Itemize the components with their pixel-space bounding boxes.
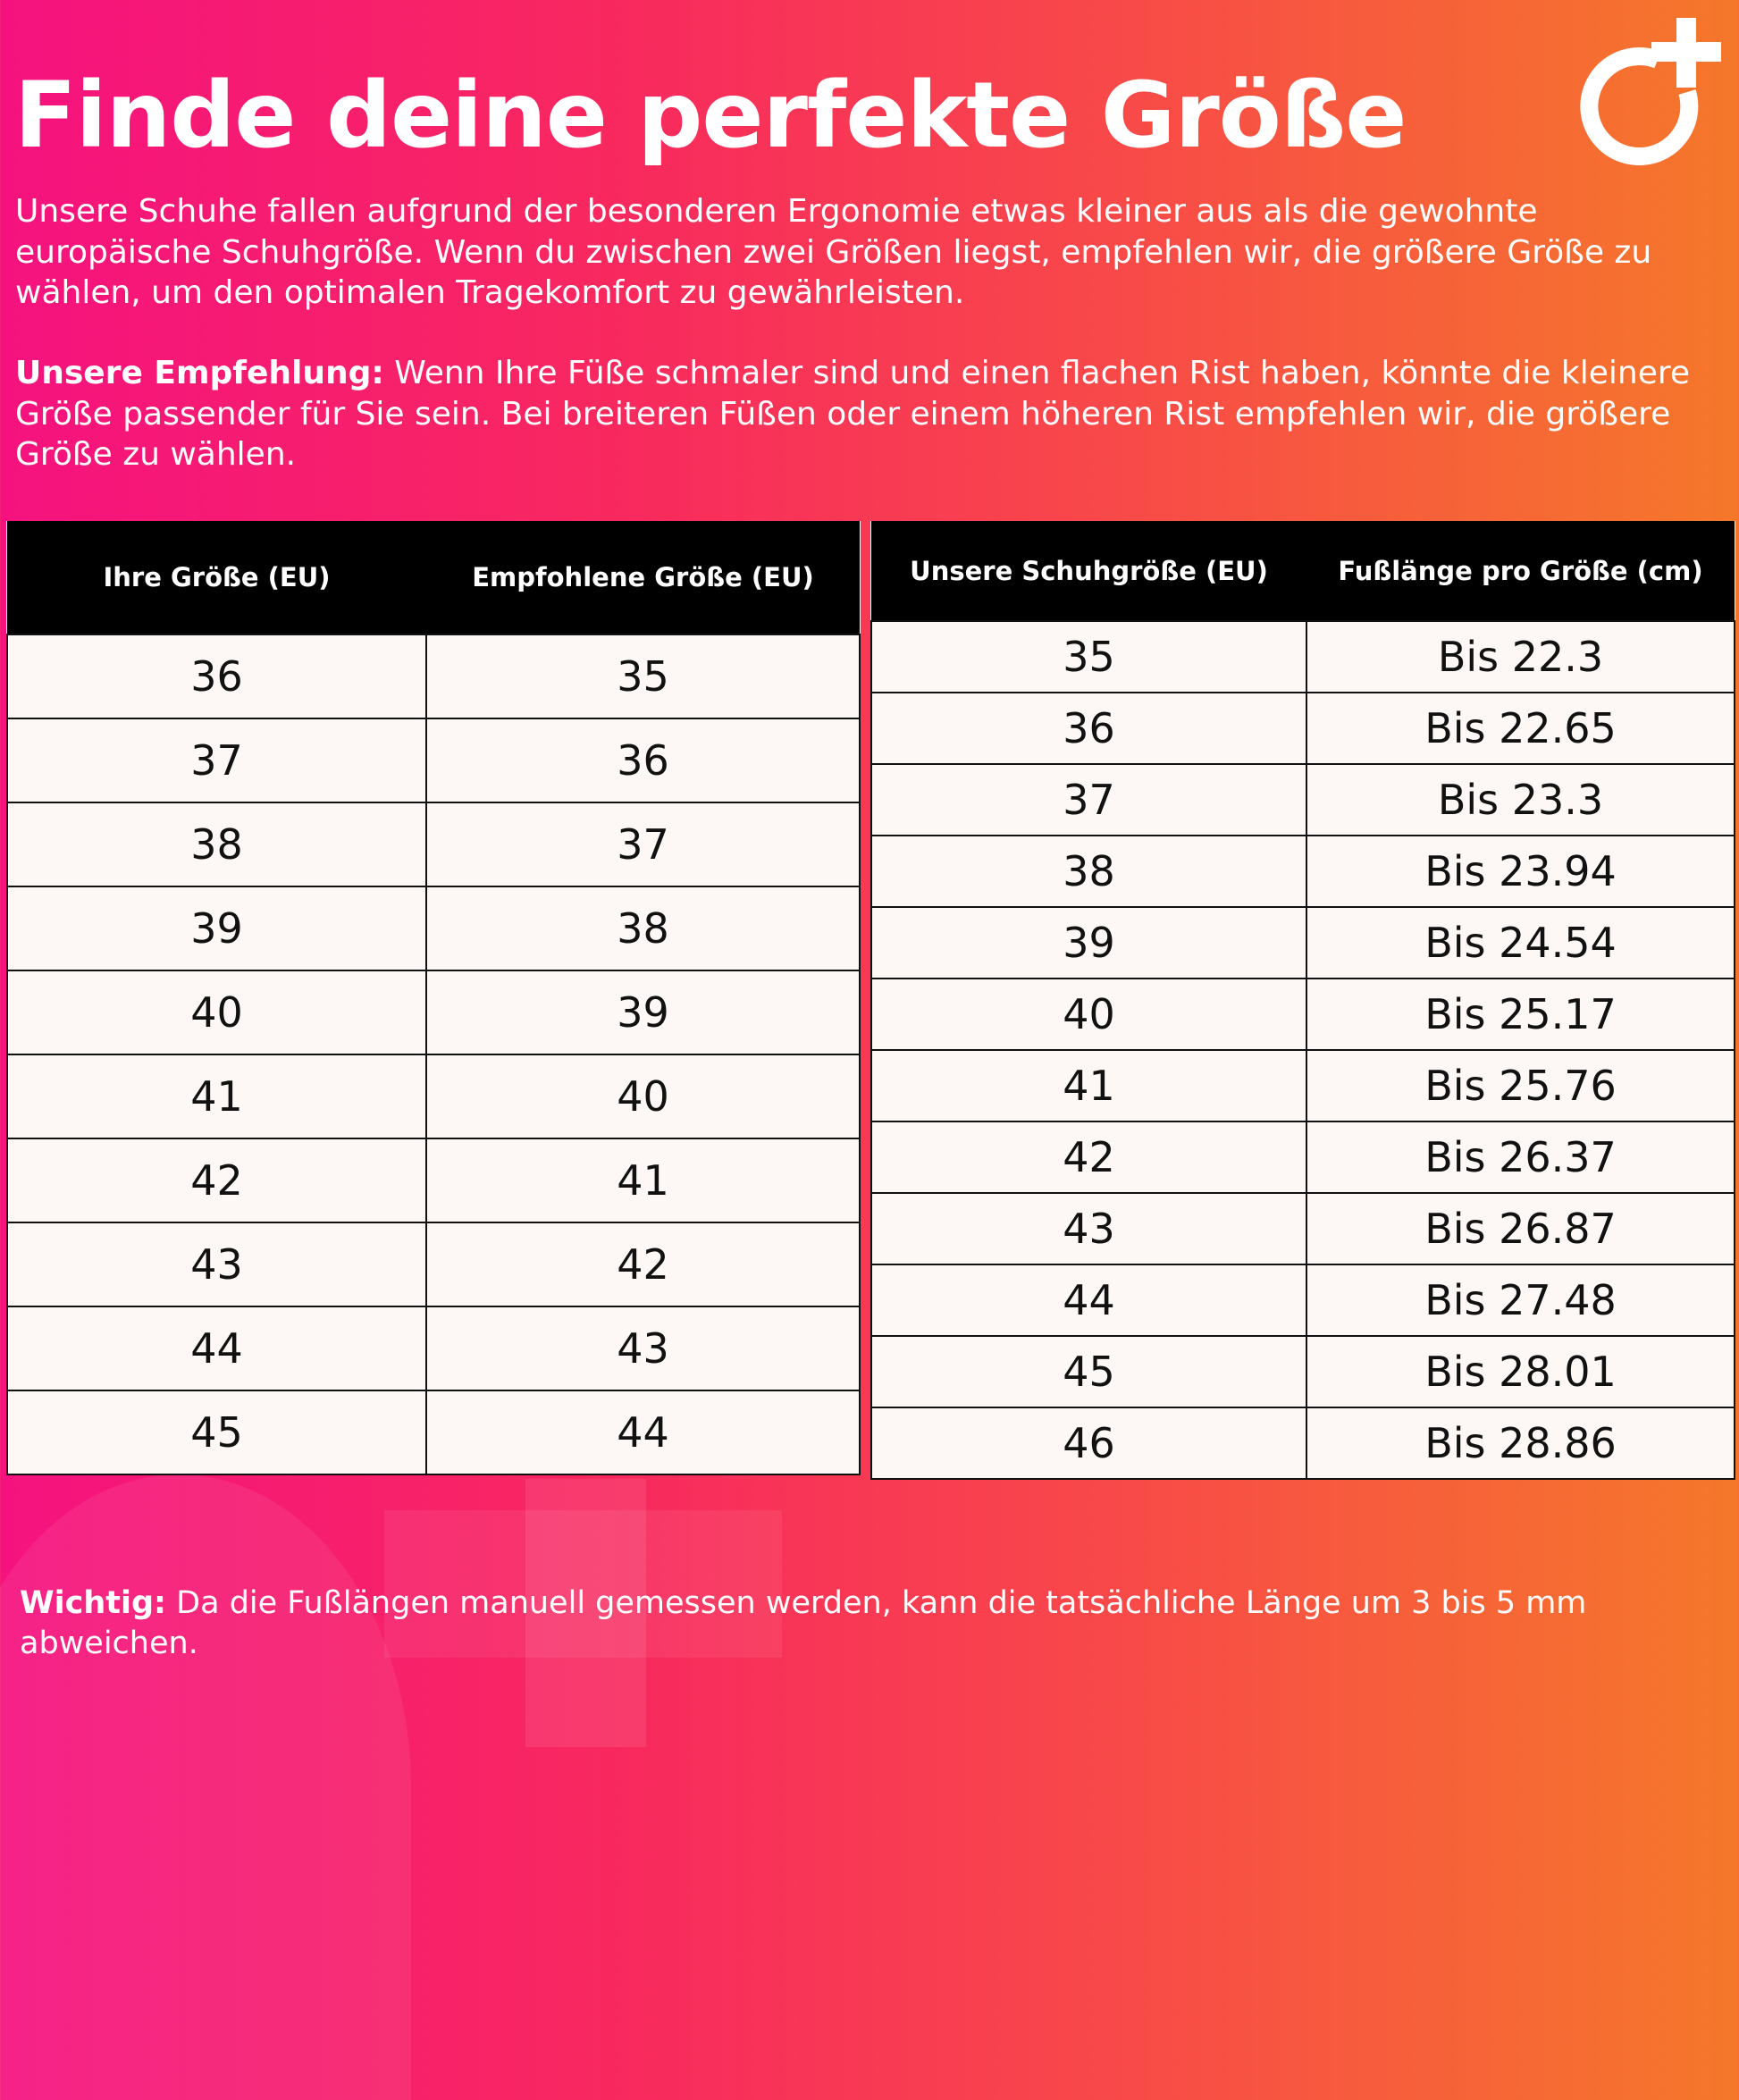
table-row: 40 39: [6, 970, 861, 1055]
table-cell: Bis 26.37: [1306, 1121, 1735, 1194]
table-row: 39 Bis 24.54: [870, 906, 1735, 979]
table-cell: 44: [870, 1264, 1307, 1337]
watermark-plus-bar: [525, 1479, 646, 1747]
header-foot-length: Fußlänge pro Größe (cm): [1306, 521, 1735, 621]
table-cell: 41: [870, 1049, 1307, 1122]
table-cell: Bis 22.65: [1306, 692, 1735, 765]
header-our-size: Unsere Schuhgröße (EU): [871, 521, 1306, 621]
intro-text: Unsere Schuhe fallen aufgrund der besond…: [15, 193, 1652, 311]
table-cell: 38: [425, 886, 861, 971]
table-cell: 37: [870, 763, 1307, 836]
note-label: Wichtig:: [20, 1585, 167, 1621]
table-cell: Bis 25.17: [1306, 978, 1735, 1051]
table-cell: 36: [425, 718, 861, 803]
table-row: 40 Bis 25.17: [870, 978, 1735, 1051]
table-cell: 40: [425, 1054, 861, 1139]
table-cell: 42: [425, 1222, 861, 1307]
table-cell: 43: [6, 1222, 427, 1307]
table-row: 41 40: [6, 1054, 861, 1139]
table-cell: 43: [425, 1306, 861, 1391]
table-row: 42 41: [6, 1138, 861, 1223]
table-row: 38 37: [6, 802, 861, 887]
table-row: 42 Bis 26.37: [870, 1121, 1735, 1194]
table-cell: 43: [870, 1192, 1307, 1265]
header-recommended-size: Empfohlene Größe (EU): [426, 521, 860, 634]
table-cell: 45: [6, 1390, 427, 1475]
table-cell: Bis 22.3: [1306, 620, 1735, 693]
table-cell: 42: [6, 1138, 427, 1223]
watermark-arc: [0, 1474, 411, 2100]
table-cell: 44: [6, 1306, 427, 1391]
table-row: 45 44: [6, 1390, 861, 1475]
table-cell: 37: [425, 802, 861, 887]
size-conversion-table: Ihre Größe (EU) Empfohlene Größe (EU) 36…: [6, 521, 861, 1475]
table-cell: 44: [425, 1390, 861, 1475]
table-row: 38 Bis 23.94: [870, 835, 1735, 908]
table-cell: Bis 27.48: [1306, 1264, 1735, 1337]
table-cell: 41: [425, 1138, 861, 1223]
table-row: 37 Bis 23.3: [870, 763, 1735, 836]
table-cell: 40: [6, 970, 427, 1055]
table-row: 35 Bis 22.3: [870, 620, 1735, 693]
table-cell: Bis 26.87: [1306, 1192, 1735, 1265]
table-cell: 39: [425, 970, 861, 1055]
table-cell: 39: [870, 906, 1307, 979]
table-cell: Bis 28.86: [1306, 1407, 1735, 1480]
table-cell: 38: [870, 835, 1307, 908]
table-cell: 35: [870, 620, 1307, 693]
table-cell: Bis 25.76: [1306, 1049, 1735, 1122]
table-cell: Bis 23.94: [1306, 835, 1735, 908]
table-cell: 36: [6, 634, 427, 719]
table-cell: 37: [6, 718, 427, 803]
table-row: 46 Bis 28.86: [870, 1407, 1735, 1480]
header-your-size: Ihre Größe (EU): [7, 521, 426, 634]
recommendation-label: Unsere Empfehlung:: [15, 355, 384, 391]
brand-logo-icon: [1580, 18, 1721, 165]
table-cell: 46: [870, 1407, 1307, 1480]
note-body: Da die Fußlängen manuell gemessen werden…: [20, 1585, 1587, 1661]
table-cell: 39: [6, 886, 427, 971]
table-row: 43 42: [6, 1222, 861, 1307]
table-row: 44 43: [6, 1306, 861, 1391]
table-cell: 35: [425, 634, 861, 719]
table-row: 39 38: [6, 886, 861, 971]
table-cell: 36: [870, 692, 1307, 765]
recommendation-body: Wenn Ihre Füße schmaler sind und einen f…: [15, 355, 1690, 473]
table-row: 36 35: [6, 634, 861, 719]
watermark-plus: [384, 1510, 782, 1658]
table-cell: Bis 28.01: [1306, 1335, 1735, 1408]
table-cell: Bis 23.3: [1306, 763, 1735, 836]
table-row: 37 36: [6, 718, 861, 803]
important-note: Wichtig: Da die Fußlängen manuell gemess…: [20, 1583, 1726, 1664]
table-cell: Bis 24.54: [1306, 906, 1735, 979]
table-cell: 40: [870, 978, 1307, 1051]
table-row: 44 Bis 27.48: [870, 1264, 1735, 1337]
table-row: 43 Bis 26.87: [870, 1192, 1735, 1265]
table-row: 45 Bis 28.01: [870, 1335, 1735, 1408]
recommendation-text: Unsere Empfehlung: Wenn Ihre Füße schmal…: [15, 353, 1731, 475]
table-cell: 38: [6, 802, 427, 887]
page-title: Finde deine perfekte Größe: [14, 63, 1407, 169]
table-cell: 41: [6, 1054, 427, 1139]
table-cell: 45: [870, 1335, 1307, 1408]
foot-length-table: Unsere Schuhgröße (EU) Fußlänge pro Größ…: [870, 521, 1735, 1480]
table-row: 36 Bis 22.65: [870, 692, 1735, 765]
table-cell: 42: [870, 1121, 1307, 1194]
table-row: 41 Bis 25.76: [870, 1049, 1735, 1122]
